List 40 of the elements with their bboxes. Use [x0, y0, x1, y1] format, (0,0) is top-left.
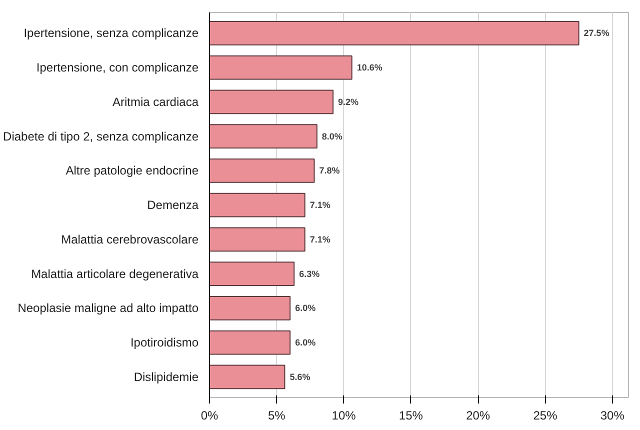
y-tick-label: Altre patologie endocrine [66, 164, 199, 178]
data-label: 10.6% [356, 62, 382, 72]
bar [210, 124, 318, 148]
data-label: 7.1% [310, 200, 330, 210]
bar [210, 364, 286, 390]
y-tick-label: Ipotiroidismo [130, 336, 199, 350]
x-tick-label: 30% [600, 408, 625, 422]
bar [210, 262, 295, 286]
bar [210, 192, 306, 218]
bar [210, 90, 334, 114]
x-tick-label: 15% [398, 408, 424, 422]
bar [210, 55, 352, 80]
bar [210, 296, 291, 320]
y-tick-label: Neoplasie maligne ad alto impatto [18, 301, 199, 316]
y-tick-label: Diabete di tipo 2, senza complicanze [3, 129, 199, 144]
y-tick-label: Demenza [147, 198, 199, 212]
x-tick-label: 20% [466, 408, 490, 422]
data-label: 7.8% [319, 166, 340, 176]
y-tick-label: Ipertensione, con complicanze [36, 60, 199, 74]
y-tick-label: Aritmia cardiaca [112, 94, 199, 109]
data-label: 9.2% [338, 96, 359, 107]
bar [210, 227, 306, 252]
y-tick-label: Malattia articolare degenerativa [31, 266, 199, 281]
x-tick-label: 25% [533, 408, 558, 422]
y-tick-label: Malattia cerebrovascolare [61, 232, 199, 246]
y-tick-label: Dislipidemie [134, 370, 199, 384]
x-tick-label: 10% [332, 408, 356, 422]
y-tick-label: Ipertensione, senza complicanze [24, 26, 199, 40]
data-label: 5.6% [290, 372, 310, 382]
data-label: 6.0% [295, 303, 316, 314]
data-label: 8.0% [322, 131, 342, 142]
bar [210, 330, 291, 355]
data-label: 27.5% [584, 28, 610, 38]
data-label: 7.1% [310, 234, 330, 244]
x-tick-label: 0% [200, 408, 218, 422]
bar [210, 158, 315, 183]
x-tick-label: 5% [268, 408, 286, 422]
bar [210, 20, 580, 46]
data-label: 6.3% [299, 268, 320, 279]
data-label: 6.0% [295, 338, 316, 348]
